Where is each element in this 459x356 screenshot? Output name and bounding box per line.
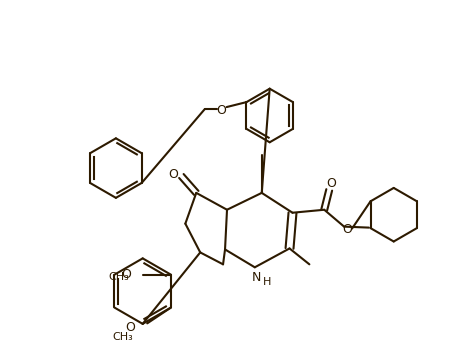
Text: H: H: [263, 277, 271, 287]
Text: O: O: [342, 223, 352, 236]
Text: O: O: [122, 268, 131, 281]
Text: CH₃: CH₃: [108, 272, 129, 282]
Text: O: O: [326, 177, 336, 190]
Text: O: O: [125, 321, 135, 334]
Text: CH₃: CH₃: [112, 332, 133, 342]
Text: O: O: [168, 168, 179, 180]
Text: N: N: [252, 271, 262, 284]
Text: O: O: [217, 104, 227, 116]
